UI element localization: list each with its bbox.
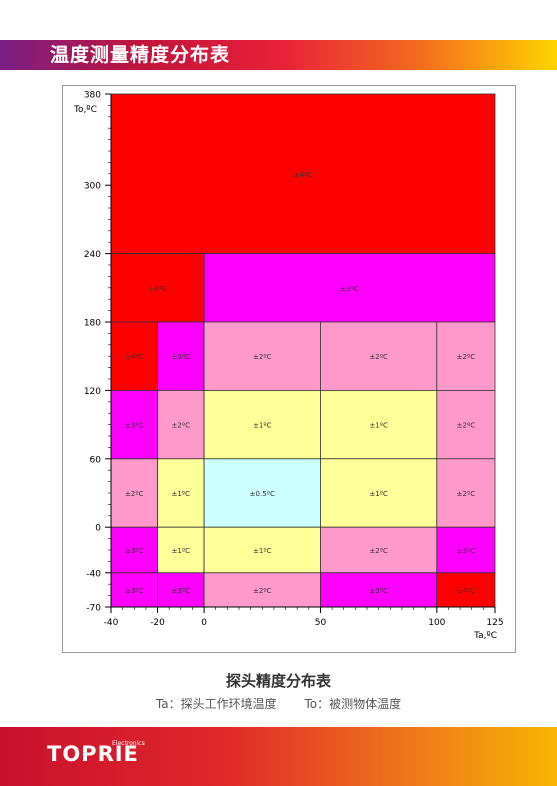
cell-label-11: ±1ºC xyxy=(369,422,388,430)
cell-label-4: ±3ºC xyxy=(172,353,191,361)
heatmap-cell-22 xyxy=(436,526,496,574)
cell-label-27: ±4ºC xyxy=(457,587,476,595)
cell-label-15: ±0.5ºC xyxy=(250,490,275,498)
heatmap-cell-13 xyxy=(110,458,158,528)
cell-label-7: ±2ºC xyxy=(457,353,476,361)
cell-label-16: ±1ºC xyxy=(369,490,388,498)
y-tick-label: 300 xyxy=(84,182,101,192)
x-axis-label: Ta,ºC xyxy=(473,631,497,641)
heatmap-cell-0 xyxy=(110,93,496,255)
y-tick-label: 120 xyxy=(84,387,101,397)
heatmap-cell-27 xyxy=(436,572,496,608)
brand-logo: TOPRIE xyxy=(47,742,139,766)
cell-label-17: ±2ºC xyxy=(457,490,476,498)
heatmap-cell-14 xyxy=(157,458,205,528)
cell-label-1: ±4ºC xyxy=(148,285,167,293)
heatmap-cell-11 xyxy=(320,389,438,460)
cell-label-19: ±1ºC xyxy=(172,547,191,555)
x-tick-label: 100 xyxy=(428,618,445,628)
cell-label-25: ±2ºC xyxy=(253,587,272,595)
cell-label-6: ±2ºC xyxy=(369,353,388,361)
brand-logo-subtitle: Electronics xyxy=(112,740,145,747)
chart-caption-legend: Ta：探头工作环境温度 To：被测物体温度 xyxy=(0,695,557,712)
heatmap-cell-7 xyxy=(436,321,496,391)
heatmap-cell-21 xyxy=(320,526,438,574)
y-tick-label: 0 xyxy=(95,524,101,534)
cell-label-26: ±3ºC xyxy=(369,587,388,595)
heatmap-cell-5 xyxy=(203,321,321,391)
cell-label-23: ±3ºC xyxy=(125,587,144,595)
y-tick-label: 380 xyxy=(84,91,101,101)
cell-label-13: ±2ºC xyxy=(125,490,144,498)
x-tick-label: 0 xyxy=(201,618,207,628)
cell-label-18: ±3ºC xyxy=(125,547,144,555)
accuracy-heatmap-chart: ±4ºC ±4ºC ±3ºC ±4ºC ±3ºC ±2ºC ±2ºC ±2ºC ±3ºC ±2ºC… xyxy=(73,91,504,642)
cell-label-9: ±2ºC xyxy=(172,422,191,430)
cell-label-8: ±3ºC xyxy=(125,422,144,430)
legend-to-text: To：被测物体温度 xyxy=(304,697,402,711)
x-tick-label: -20 xyxy=(150,618,165,628)
heatmap-cell-1 xyxy=(110,253,205,323)
cell-label-12: ±2ºC xyxy=(457,422,476,430)
heatmap-cell-6 xyxy=(320,321,438,391)
y-tick-label: 240 xyxy=(84,250,101,260)
heatmap-cell-12 xyxy=(436,389,496,460)
cell-label-10: ±1ºC xyxy=(253,422,272,430)
cell-label-20: ±1ºC xyxy=(253,547,272,555)
chart-caption-title: 探头精度分布表 xyxy=(225,672,331,690)
heatmap-cell-10 xyxy=(203,389,321,460)
heatmap-cell-17 xyxy=(436,458,496,528)
heatmap-cell-15 xyxy=(203,458,321,528)
y-tick-label: -70 xyxy=(86,604,101,614)
heatmap-cell-8 xyxy=(110,389,158,460)
heatmap-cell-19 xyxy=(157,526,205,574)
heatmap-cell-23 xyxy=(110,572,158,608)
cell-label-2: ±3ºC xyxy=(340,285,359,293)
cell-label-24: ±3ºC xyxy=(172,587,191,595)
y-tick-label: 180 xyxy=(84,319,101,329)
x-tick-label: 125 xyxy=(486,618,503,628)
heatmap-cell-16 xyxy=(320,458,438,528)
x-tick-label: 50 xyxy=(315,618,327,628)
cell-label-3: ±4ºC xyxy=(125,353,144,361)
legend-ta-text: Ta：探头工作环境温度 xyxy=(155,697,277,711)
y-axis-label: To,ºC xyxy=(73,105,97,115)
cell-label-21: ±2ºC xyxy=(369,547,388,555)
x-tick-label: -40 xyxy=(104,618,119,628)
y-tick-label: -40 xyxy=(86,569,101,579)
heatmap-cell-2 xyxy=(203,253,496,323)
footer-banner xyxy=(0,727,557,786)
cell-label-22: ±3ºC xyxy=(457,547,476,555)
heatmap-cell-20 xyxy=(203,526,321,574)
heatmap-cell-24 xyxy=(157,572,205,608)
cell-label-14: ±1ºC xyxy=(172,490,191,498)
cell-label-5: ±2ºC xyxy=(253,353,272,361)
y-tick-label: 60 xyxy=(90,455,102,465)
cell-label-0: ±4ºC xyxy=(294,171,313,179)
header-banner xyxy=(0,40,557,70)
page-title: 温度测量精度分布表 xyxy=(50,44,231,66)
